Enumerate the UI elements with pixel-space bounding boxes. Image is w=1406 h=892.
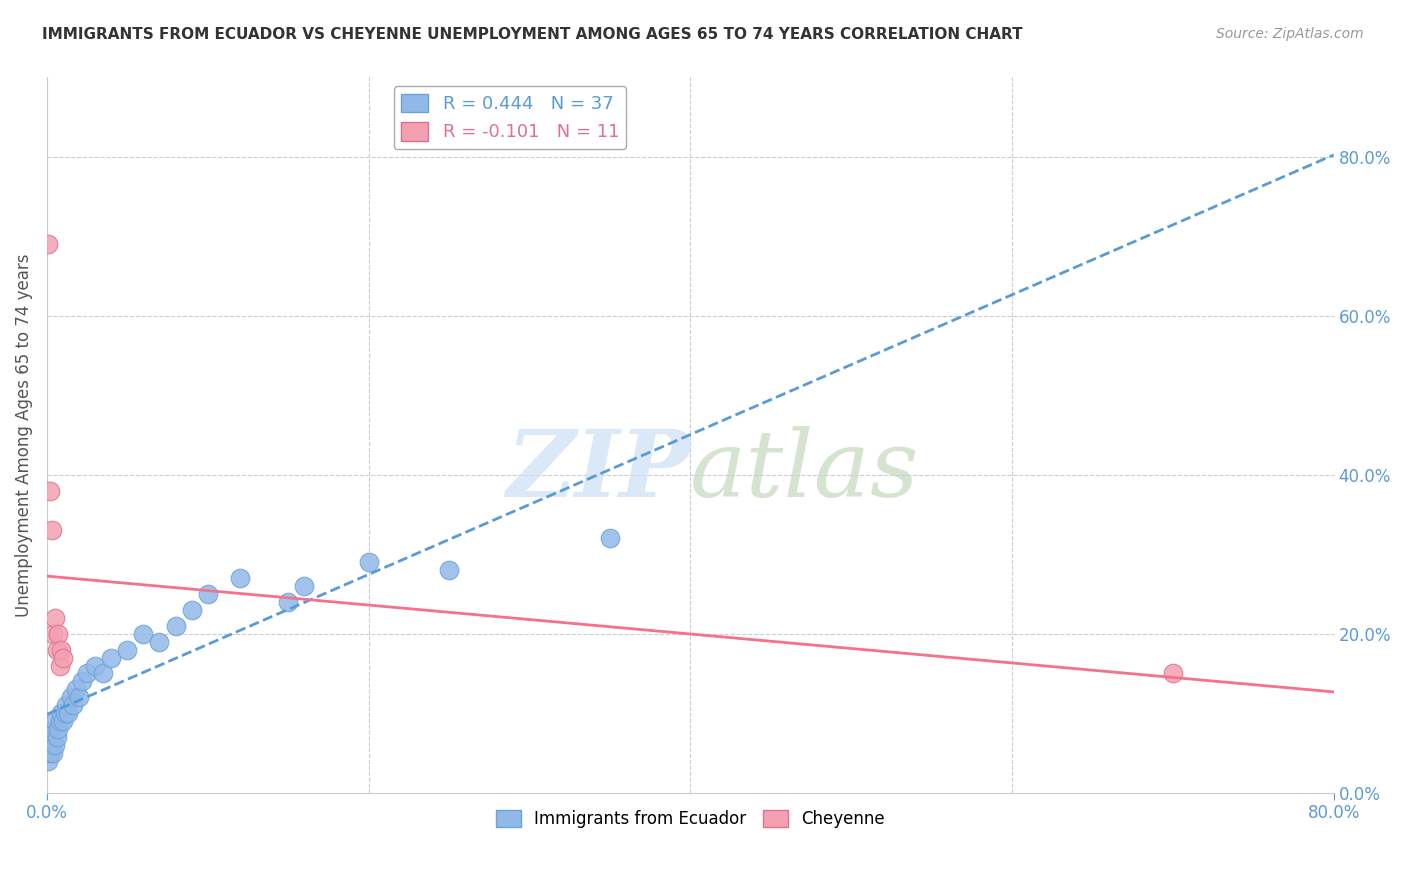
- Point: [67, 690, 90, 705]
- Y-axis label: Unemployment Among Ages 65 to 74 years: Unemployment Among Ages 65 to 74 years: [15, 253, 32, 616]
- Point: [100, 650, 122, 665]
- Point: [277, 595, 299, 609]
- Point: [42, 722, 65, 736]
- Point: [84, 658, 107, 673]
- Point: [44, 738, 66, 752]
- Point: [117, 642, 139, 657]
- Point: [41, 524, 63, 538]
- Point: [132, 626, 155, 640]
- Point: [46, 626, 69, 640]
- Point: [65, 682, 87, 697]
- Point: [41, 738, 63, 752]
- Text: Source: ZipAtlas.com: Source: ZipAtlas.com: [1216, 27, 1364, 41]
- Point: [51, 706, 73, 721]
- Point: [39, 483, 62, 498]
- Point: [599, 532, 621, 546]
- Point: [37, 754, 59, 768]
- Text: ZIP: ZIP: [506, 425, 690, 516]
- Point: [60, 690, 83, 705]
- Point: [45, 642, 67, 657]
- Point: [165, 619, 187, 633]
- Legend: Immigrants from Ecuador, Cheyenne: Immigrants from Ecuador, Cheyenne: [489, 803, 891, 834]
- Point: [55, 698, 77, 713]
- Point: [42, 626, 65, 640]
- Point: [292, 579, 315, 593]
- Point: [52, 714, 75, 728]
- Point: [46, 722, 69, 736]
- Point: [62, 698, 84, 713]
- Point: [51, 642, 73, 657]
- Point: [229, 571, 252, 585]
- Point: [1161, 666, 1184, 681]
- Point: [49, 658, 72, 673]
- Point: [49, 714, 72, 728]
- Point: [148, 634, 170, 648]
- Point: [56, 706, 79, 721]
- Point: [91, 666, 114, 681]
- Point: [437, 563, 460, 577]
- Text: atlas: atlas: [690, 425, 920, 516]
- Point: [39, 746, 62, 760]
- Text: IMMIGRANTS FROM ECUADOR VS CHEYENNE UNEMPLOYMENT AMONG AGES 65 TO 74 YEARS CORRE: IMMIGRANTS FROM ECUADOR VS CHEYENNE UNEM…: [42, 27, 1022, 42]
- Point: [357, 555, 380, 569]
- Point: [53, 706, 76, 721]
- Point: [76, 666, 98, 681]
- Point: [180, 603, 202, 617]
- Point: [44, 714, 66, 728]
- Point: [42, 746, 65, 760]
- Point: [37, 237, 59, 252]
- Point: [72, 674, 94, 689]
- Point: [41, 730, 63, 744]
- Point: [52, 650, 75, 665]
- Point: [197, 587, 219, 601]
- Point: [44, 611, 66, 625]
- Point: [45, 730, 67, 744]
